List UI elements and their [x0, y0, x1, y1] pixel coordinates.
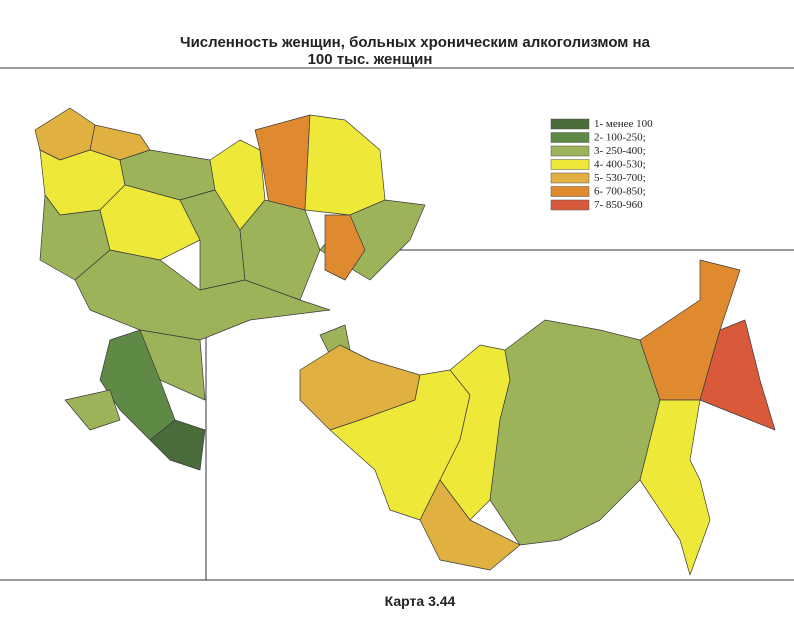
region [74, 249, 331, 341]
regions [34, 107, 776, 576]
legend-swatch [550, 199, 590, 211]
title: 100 тыс. женщин [308, 51, 433, 68]
legend-label: 4- 400-530; [594, 159, 646, 171]
region [149, 419, 206, 471]
legend-swatch [550, 132, 590, 143]
legend-swatch [550, 159, 590, 170]
legend-label: 1- менее 100 [594, 118, 653, 130]
legend: 1- менее 100 2- 100-250;3- 250-400; 4- 400… [550, 118, 653, 211]
legend-label: 3- 250-400; [594, 145, 646, 157]
legend-swatch [550, 118, 590, 130]
region [639, 399, 711, 576]
legend-label: 7- 850-960 [594, 199, 643, 211]
legend-label: 6- 700-850; [594, 186, 646, 198]
title: Численность женщин, больных хроническим … [180, 34, 651, 51]
legend-label: 2- 100-250; [594, 132, 646, 144]
legend-swatch [550, 186, 590, 197]
region [324, 214, 366, 281]
legend-swatch [550, 172, 590, 184]
legend-swatch [550, 145, 590, 157]
region [699, 319, 776, 431]
caption: Карта 3.44 [385, 593, 456, 609]
region [489, 319, 661, 546]
legend-label: 5- 530-700; [594, 172, 646, 184]
region [64, 389, 121, 431]
